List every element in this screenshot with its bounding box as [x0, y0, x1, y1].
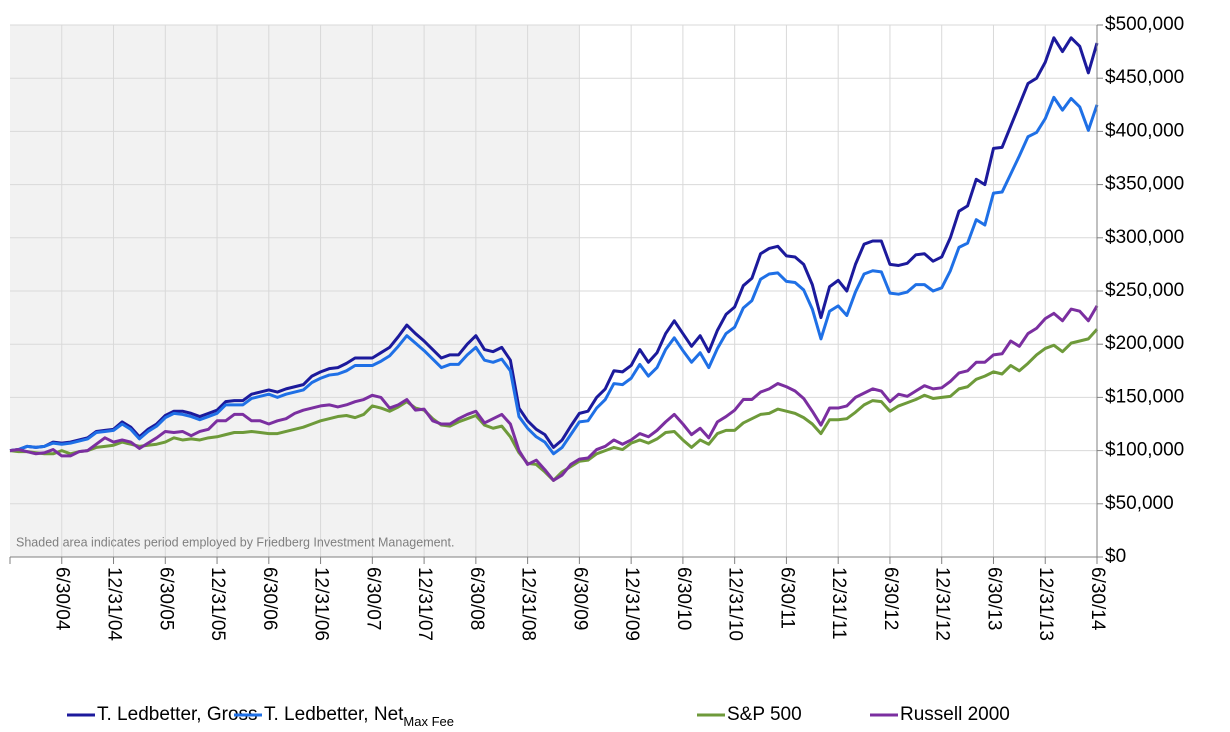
y-tick-label: $200,000	[1105, 333, 1184, 354]
x-tick-label: 12/31/04	[104, 567, 125, 641]
legend-label: Russell 2000	[900, 704, 1010, 725]
x-tick-label: 12/31/13	[1035, 567, 1056, 641]
y-tick-label: $150,000	[1105, 386, 1184, 407]
x-tick-label: 6/30/14	[1087, 567, 1108, 631]
y-tick-label: $400,000	[1105, 120, 1184, 141]
y-tick-label: $50,000	[1105, 493, 1174, 514]
legend-name: S&P 500	[727, 704, 802, 725]
series-line	[9, 36, 1099, 453]
y-tick-label: $350,000	[1105, 174, 1184, 195]
x-tick-label: 6/30/05	[155, 567, 176, 630]
y-tick-label: $450,000	[1105, 67, 1184, 88]
x-tick-label: 6/30/09	[569, 567, 590, 630]
x-tick-label: 6/30/10	[673, 567, 694, 630]
x-tick-label: 12/31/11	[828, 567, 849, 640]
x-tick-label: 12/31/07	[414, 567, 435, 641]
x-tick-label: 12/31/06	[311, 567, 332, 641]
annotation: Shaded area indicates period employed by…	[16, 535, 454, 549]
x-tick-label: 6/30/11	[776, 567, 797, 629]
x-tick-label: 12/31/05	[207, 567, 228, 641]
x-tick-label: 6/30/07	[362, 567, 383, 630]
x-tick-label: 6/30/13	[983, 567, 1004, 630]
legend-name: Russell 2000	[900, 704, 1010, 725]
legend-label: T. Ledbetter, Gross	[97, 704, 258, 725]
series-line	[9, 95, 1099, 456]
y-tick-label: $500,000	[1105, 14, 1184, 35]
legend-subscript: Max Fee	[403, 714, 454, 729]
x-tick-label: 12/31/09	[621, 567, 642, 641]
x-tick-label: 6/30/12	[880, 567, 901, 630]
x-tick-label: 12/31/08	[518, 567, 539, 641]
x-tick-label: 6/30/04	[52, 567, 73, 631]
legend-label: S&P 500	[727, 704, 802, 725]
series-line	[9, 305, 1099, 482]
x-tick-label: 12/31/12	[932, 567, 953, 641]
legend-name: T. Ledbetter, Gross	[97, 704, 258, 725]
legend-name: T. Ledbetter, Net	[264, 704, 404, 725]
legend-label: T. Ledbetter, NetMax Fee	[264, 704, 454, 729]
y-tick-label: $250,000	[1105, 280, 1184, 301]
x-tick-label: 6/30/06	[259, 567, 280, 630]
y-tick-label: $0	[1105, 546, 1126, 567]
x-tick-label: 6/30/08	[466, 567, 487, 630]
y-tick-label: $100,000	[1105, 440, 1184, 461]
x-tick-label: 12/31/10	[725, 567, 746, 641]
y-tick-label: $300,000	[1105, 227, 1184, 248]
